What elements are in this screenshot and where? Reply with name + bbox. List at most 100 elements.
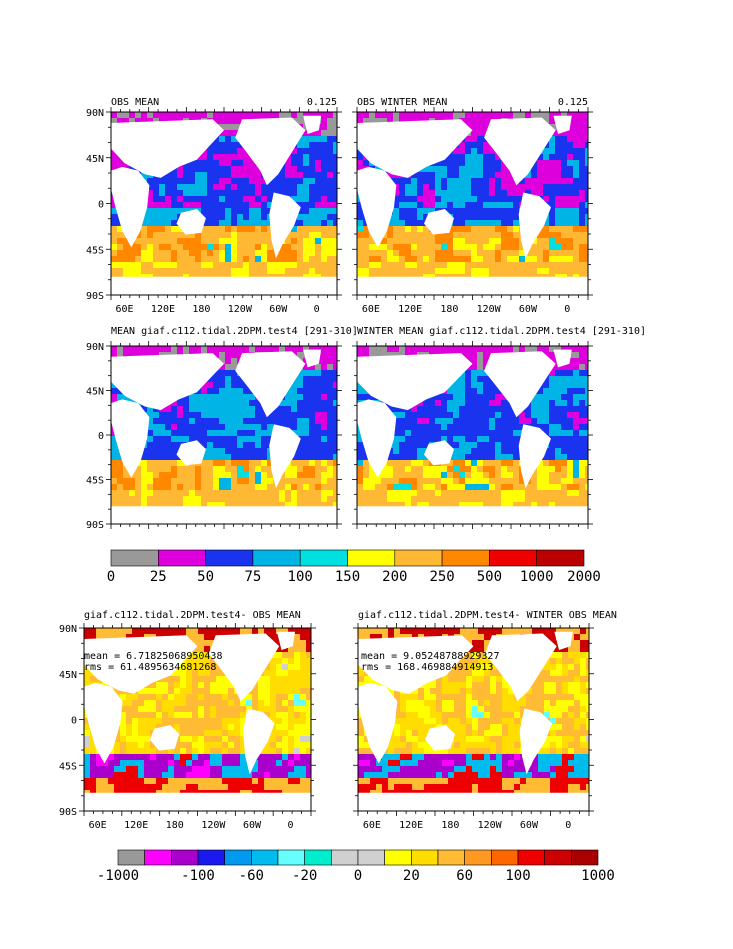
ocean-cell [165,466,172,473]
ocean-cell [201,424,208,431]
land-shape [424,209,454,235]
ocean-cell [123,244,130,251]
ocean-cell [567,394,574,401]
ocean-cell [531,484,538,491]
ocean-cell [405,472,412,479]
ocean-cell [477,184,484,191]
land-mask [357,115,588,295]
ocean-cell [579,232,586,239]
ocean-cell [183,424,190,431]
ocean-cell [579,118,586,125]
ocean-cell [417,454,424,461]
ocean-cell [477,160,484,167]
ocean-cell [159,202,166,209]
ocean-cell [405,184,412,191]
ocean-cell [555,394,562,401]
ocean-cell [303,250,310,257]
ocean-cell [189,430,196,437]
ocean-cell [573,490,580,497]
map-panel-1 [110,111,338,296]
ocean-cell [147,118,154,125]
ocean-cell [543,388,550,395]
ocean-cell [543,478,550,485]
ocean-cell [423,424,430,431]
ocean-cell [129,262,136,269]
ocean-cell [549,172,556,179]
ocean-cell [219,412,226,419]
ocean-cell [183,472,190,479]
ocean-cell [465,442,472,449]
ocean-cell [393,406,400,413]
ocean-cell [297,502,304,509]
ocean-cell [333,412,337,419]
ocean-cell [231,268,238,275]
ocean-cell [327,388,334,395]
ocean-cell [117,160,124,167]
ocean-cell [501,394,508,401]
ocean-cell [411,238,418,245]
ocean-cell [477,382,484,389]
ocean-cell [225,454,232,461]
ocean-cell [567,262,574,269]
ocean-cell [435,346,442,353]
ocean-cell [327,376,334,383]
ocean-cell [489,466,496,473]
ocean-cell [477,502,484,509]
ocean-cell [435,190,442,197]
ocean-cell [291,178,298,185]
ocean-cell [435,502,442,509]
ocean-cell [276,646,283,653]
ocean-cell [267,226,274,233]
ocean-cell [399,484,406,491]
ocean-cell [549,406,556,413]
ocean-cell [243,250,250,257]
ocean-cell [441,466,448,473]
ocean-cell [276,658,283,665]
ocean-cell [501,214,508,221]
ocean-cell [285,418,292,425]
ocean-cell [471,268,478,275]
ocean-cell [117,394,124,401]
ocean-cell [219,262,226,269]
ocean-cell [306,658,311,665]
ocean-cell [531,490,538,497]
ocean-cell [333,460,337,467]
ocean-cell [363,472,370,479]
ocean-cell [201,160,208,167]
ocean-cell [117,472,124,479]
ocean-cell [549,472,556,479]
ocean-cell [255,502,262,509]
ocean-cell [237,220,244,227]
ocean-cell [291,466,298,473]
ocean-cell [561,130,568,137]
ocean-cell [171,250,178,257]
land-shape [357,399,397,478]
ocean-cell [231,346,238,353]
ocean-cell [417,448,424,455]
ocean-cell [315,466,322,473]
ocean-cell [231,154,238,161]
ocean-cell [261,472,268,479]
ocean-cell [303,448,310,455]
ocean-cell [417,496,424,503]
ocean-cell [465,232,472,239]
ocean-cell [225,142,232,149]
ocean-cell [561,412,568,419]
ocean-cell [141,466,148,473]
ocean-cell [117,346,124,353]
ocean-cell [333,418,337,425]
ocean-cell [237,466,244,473]
ocean-cell [555,370,562,377]
ocean-cell [525,406,532,413]
ocean-cell [171,190,178,197]
ocean-cell [435,472,442,479]
ocean-cell [513,454,520,461]
ocean-cell [561,502,568,509]
ocean-cell [159,196,166,203]
ocean-cell [321,166,328,173]
ocean-cell [423,196,430,203]
ocean-cell [147,484,154,491]
ocean-cell [399,466,406,473]
ocean-cell [495,406,502,413]
ocean-cell [459,160,466,167]
